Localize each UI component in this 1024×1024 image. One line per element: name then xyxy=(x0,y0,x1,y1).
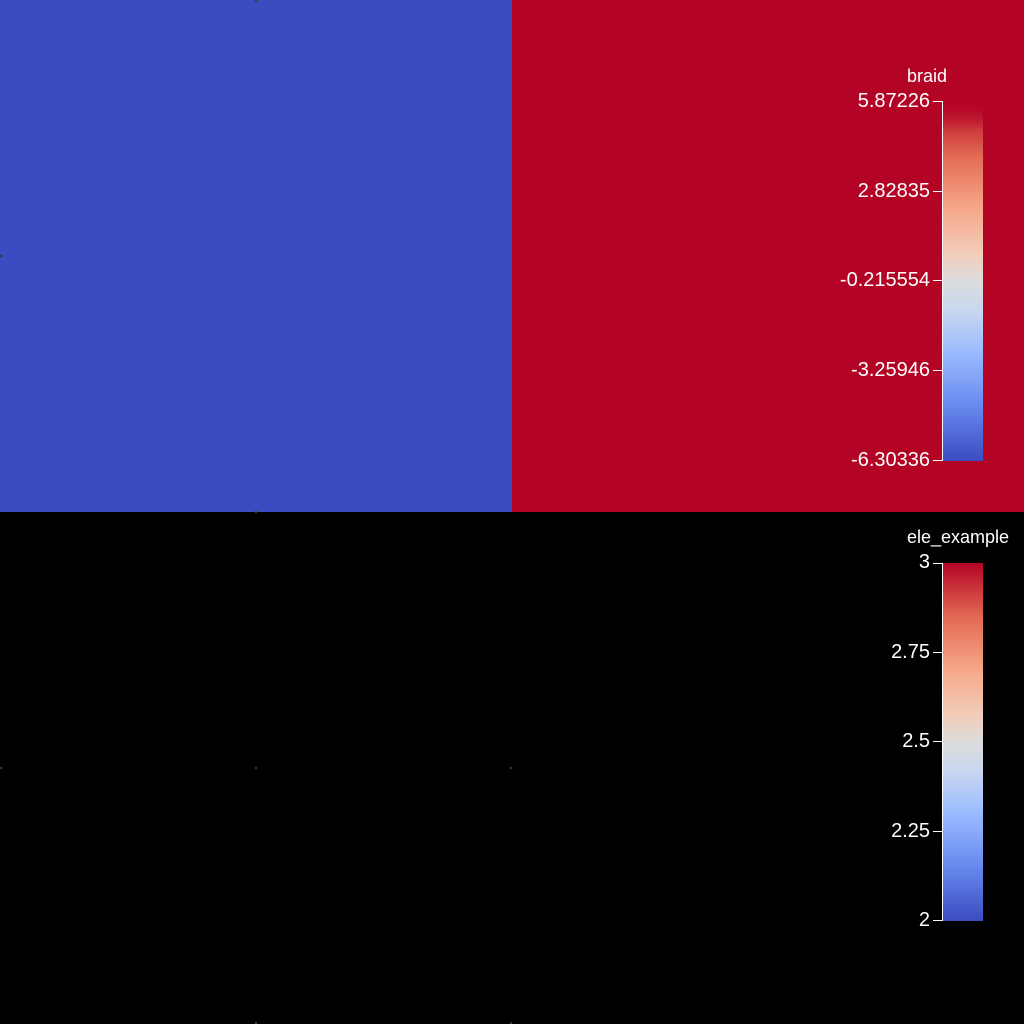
colorbar xyxy=(942,563,983,921)
colorbar-axis-line xyxy=(942,563,943,921)
tick-label: -3.25946 xyxy=(851,359,930,381)
legend-title: ele_example xyxy=(907,527,1010,547)
mesh-vertex xyxy=(255,1022,257,1024)
tick-label: -0.215554 xyxy=(839,269,930,291)
mesh-vertex xyxy=(255,511,257,513)
tick-mark xyxy=(933,280,942,281)
tick-mark xyxy=(933,831,942,832)
legend-title: braid xyxy=(907,66,948,86)
mesh-cell-top-right xyxy=(512,0,1024,512)
colorbar xyxy=(942,101,983,461)
mesh-vertex xyxy=(0,255,2,257)
mesh-vertex xyxy=(255,767,257,769)
tick-label: 2.82835 xyxy=(857,180,930,202)
tick-mark xyxy=(933,741,942,742)
tick-label: 3 xyxy=(918,551,930,573)
tick-mark xyxy=(933,101,942,102)
mesh-vertex xyxy=(255,0,257,2)
tick-label: 2.75 xyxy=(891,641,930,663)
tick-mark xyxy=(933,460,942,461)
tick-mark xyxy=(933,652,942,653)
mesh-vertex xyxy=(0,767,2,769)
tick-label: 2.25 xyxy=(891,820,930,842)
tick-mark xyxy=(933,370,942,371)
mesh-vertex xyxy=(510,767,512,769)
mesh-cell-top-left xyxy=(0,0,512,512)
tick-label: 5.87226 xyxy=(857,90,930,112)
tick-mark xyxy=(933,191,942,192)
tick-mark xyxy=(933,920,942,921)
colorbar-axis-line xyxy=(942,101,943,461)
tick-label: -6.30336 xyxy=(851,449,930,471)
tick-label: 2 xyxy=(918,909,930,931)
tick-mark xyxy=(933,563,942,564)
tick-label: 2.5 xyxy=(902,730,930,752)
mesh-vertex xyxy=(510,1022,512,1024)
